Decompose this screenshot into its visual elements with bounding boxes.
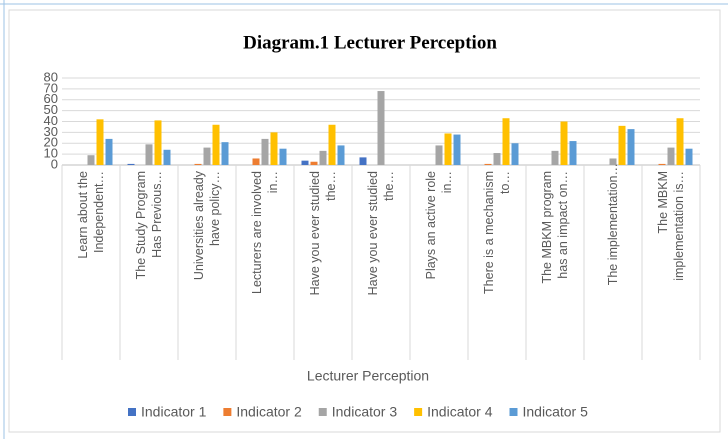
x-tick-label: Plays an active role in… <box>424 171 454 280</box>
legend-swatch <box>414 408 423 416</box>
y-tick-label: 80 <box>44 69 58 84</box>
bar <box>551 150 559 165</box>
bar <box>337 145 345 165</box>
bar <box>658 163 666 165</box>
bar <box>261 138 269 165</box>
y-tick-label: 10 <box>44 146 58 161</box>
y-tick-label: 40 <box>44 113 58 128</box>
x-tick-label: Lecturers are involved in… <box>250 171 280 294</box>
bar <box>453 134 461 165</box>
bar <box>154 120 162 165</box>
bar <box>435 145 443 165</box>
bar <box>667 147 675 165</box>
bar <box>145 144 153 165</box>
bar <box>511 143 519 165</box>
y-tick-label: 50 <box>44 102 58 117</box>
x-tick-label: The Study Program Has Previous… <box>134 171 164 280</box>
bar <box>359 157 367 165</box>
x-tick-label: Have you ever studied the… <box>308 171 338 296</box>
x-tick-label: The MBKM program has an impact on… <box>540 171 570 284</box>
bar <box>319 150 327 165</box>
chart-border <box>8 9 721 433</box>
bar <box>444 133 452 165</box>
x-tick-label: Universities already have policy… <box>192 171 222 281</box>
bar <box>270 132 278 165</box>
bar <box>484 163 492 165</box>
x-tick-label: The implementation… <box>606 163 620 286</box>
bar <box>203 147 211 165</box>
y-tick-label: 20 <box>44 135 58 150</box>
bar <box>221 142 229 165</box>
bar <box>502 118 510 165</box>
legend-label: Indicator 2 <box>236 404 302 420</box>
y-tick-label: 0 <box>51 156 58 171</box>
legend-swatch <box>509 408 518 416</box>
bar <box>301 160 309 165</box>
bar <box>676 118 684 165</box>
bar <box>194 163 202 165</box>
bar <box>212 124 220 165</box>
bar <box>569 141 577 165</box>
chart-title: Diagram.1 Lecturer Perception <box>243 32 497 53</box>
bar <box>96 119 104 165</box>
legend-swatch <box>318 408 327 416</box>
bar <box>87 155 95 165</box>
y-tick-label: 60 <box>44 91 58 106</box>
y-tick-label: 30 <box>44 124 58 139</box>
legend-label: Indicator 5 <box>523 404 589 420</box>
legend-swatch <box>223 408 232 416</box>
legend-label: Indicator 4 <box>427 404 493 420</box>
bar <box>279 148 287 165</box>
legend-label: Indicator 3 <box>332 404 398 420</box>
x-tick-label: Have you ever studied the… <box>366 171 396 296</box>
x-axis-title: Lecturer Perception <box>307 368 429 384</box>
x-tick-label: There is a mechanism to… <box>482 171 512 294</box>
bar <box>105 138 113 165</box>
legend-swatch <box>128 408 136 416</box>
bar <box>618 125 626 165</box>
bar <box>163 149 171 165</box>
bar <box>685 148 693 165</box>
bar <box>377 91 385 165</box>
bar <box>310 161 318 165</box>
bar <box>627 129 635 165</box>
bar <box>560 121 568 165</box>
x-tick-label: The MBKM implementation is… <box>656 171 686 281</box>
bar <box>609 158 617 165</box>
bar <box>252 158 260 165</box>
bar <box>328 124 336 165</box>
y-tick-label: 70 <box>44 80 58 95</box>
x-tick-label: Learn about the Independent… <box>76 171 106 259</box>
bar <box>493 153 501 165</box>
bar <box>127 163 135 165</box>
legend-label: Indicator 1 <box>141 404 207 420</box>
